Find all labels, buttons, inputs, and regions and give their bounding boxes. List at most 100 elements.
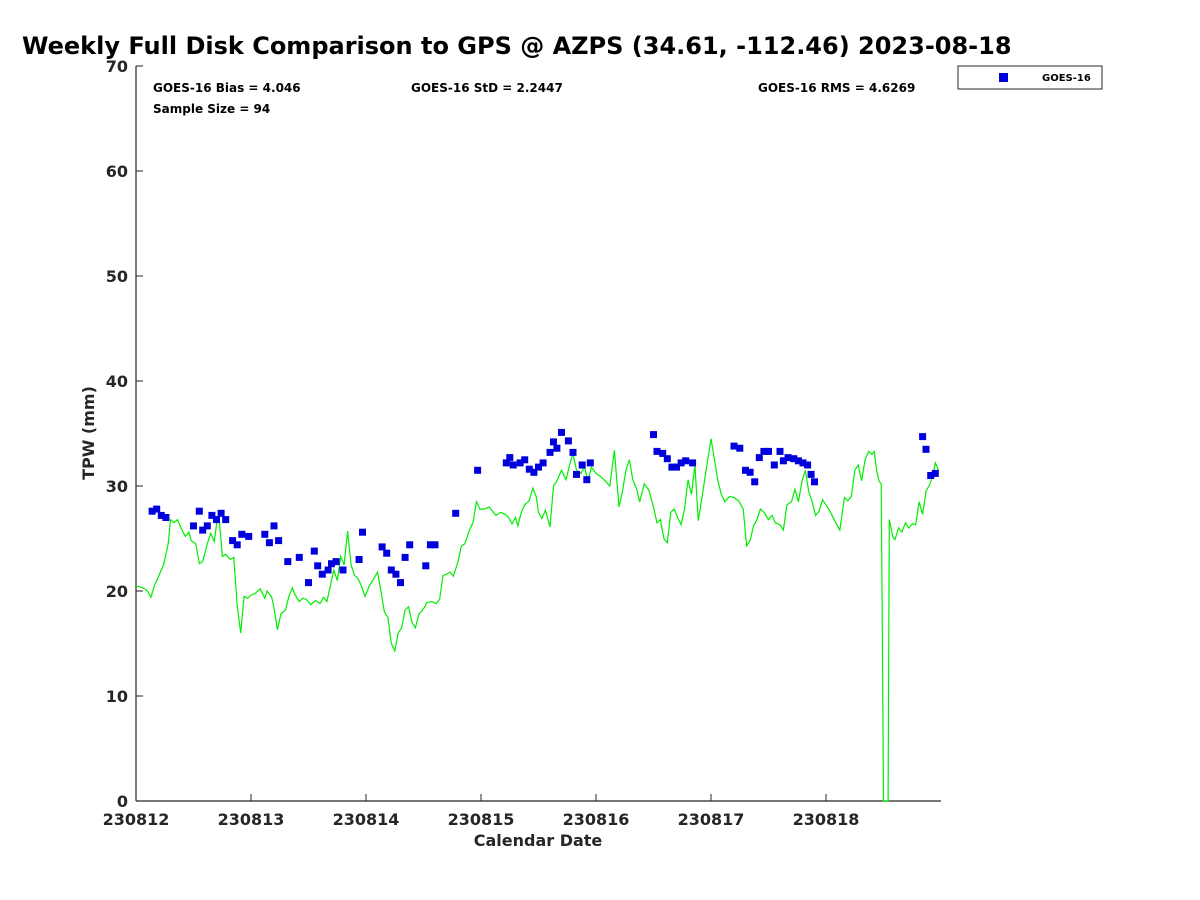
goes16-point [213, 516, 220, 524]
goes16-point [765, 447, 772, 455]
goes16-point [790, 455, 798, 463]
goes16-point [553, 444, 561, 452]
y-tick-label: 70 [106, 57, 128, 76]
goes16-point [516, 459, 524, 467]
goes16-point [558, 428, 565, 436]
x-tick-label: 230818 [793, 810, 860, 829]
goes16-point [502, 459, 510, 467]
goes16-point [530, 468, 538, 476]
y-tick-label: 20 [106, 582, 128, 601]
goes16-point [673, 463, 680, 471]
goes16-point [270, 522, 278, 530]
goes16-point [359, 528, 366, 536]
y-tick-label: 60 [106, 162, 128, 181]
goes16-point [378, 543, 386, 551]
goes16-point [190, 522, 197, 530]
goes16-point [284, 558, 292, 566]
goes16-point [339, 566, 347, 574]
goes16-point [217, 509, 225, 517]
goes16-point [162, 514, 170, 521]
goes16-point [509, 461, 517, 469]
goes16-point [760, 447, 768, 455]
goes16-point [397, 579, 404, 587]
goes16-point [650, 431, 657, 439]
goes16-point [245, 532, 253, 540]
goes16-point [546, 448, 554, 456]
plot-area [135, 66, 941, 802]
goes16-point [573, 470, 580, 478]
goes16-point [295, 553, 303, 561]
legend-entry-goes16: GOES-16 [1042, 73, 1091, 84]
goes16-point [659, 449, 667, 457]
goes16-point [392, 570, 400, 578]
y-axis-label: TPW (mm) [79, 386, 98, 480]
y-tick-label: 0 [117, 792, 128, 811]
goes16-point [804, 461, 812, 469]
goes16-point [578, 461, 586, 469]
goes16-point [569, 448, 577, 456]
goes16-point [770, 461, 778, 469]
x-tick-label: 230814 [333, 810, 400, 829]
goes16-point [751, 478, 759, 486]
goes16-point [238, 530, 246, 538]
goes16-point [199, 526, 207, 534]
y-tick-label: 40 [106, 372, 128, 391]
goes16-point [663, 455, 671, 463]
goes16-point [328, 560, 335, 568]
goes16-point [525, 465, 533, 473]
goes16-point [422, 562, 430, 570]
goes16-point [927, 472, 935, 479]
gps-line [135, 438, 940, 802]
goes16-point [426, 541, 434, 549]
x-axis-label: Calendar Date [474, 831, 603, 850]
stat-sample-size: Sample Size = 94 [153, 102, 270, 116]
goes16-point [730, 442, 738, 450]
legend: GOES-16 [957, 65, 1103, 90]
legend-marker-square-icon [999, 73, 1008, 82]
goes16-point [275, 537, 283, 545]
goes16-point [324, 566, 332, 574]
goes16-point [318, 570, 326, 578]
goes16-point [807, 470, 815, 478]
goes16-point [314, 562, 322, 570]
goes16-point [668, 463, 676, 471]
stat-rms: GOES-16 RMS = 4.6269 [758, 81, 915, 95]
goes16-point [776, 447, 784, 455]
chart-title: Weekly Full Disk Comparison to GPS @ AZP… [22, 32, 1012, 60]
goes16-point [233, 541, 241, 549]
goes16-point [564, 437, 572, 445]
goes16-point [387, 566, 395, 574]
goes16-point [452, 509, 460, 517]
goes16-point [550, 438, 557, 446]
goes16-point [535, 463, 542, 471]
y-tick-label: 50 [106, 267, 128, 286]
goes16-point [195, 507, 203, 515]
goes16-point [310, 547, 318, 555]
goes16-point [383, 549, 391, 557]
goes16-point [265, 539, 273, 547]
stat-std: GOES-16 StD = 2.2447 [411, 81, 563, 95]
goes16-point [261, 530, 269, 538]
legend-box [957, 65, 1103, 90]
goes16-point [811, 478, 818, 486]
goes16-point [799, 459, 807, 467]
x-tick-label: 230817 [678, 810, 745, 829]
goes16-scatter-series [148, 428, 939, 587]
goes16-point [148, 507, 156, 515]
goes16-point [506, 454, 514, 462]
goes16-point [539, 459, 547, 467]
goes16-point [586, 459, 594, 467]
y-tick-label: 30 [106, 477, 128, 496]
goes16-point [922, 445, 930, 453]
goes16-point [689, 459, 697, 467]
x-tick-label: 230813 [218, 810, 285, 829]
goes16-point [794, 457, 802, 465]
goes16-point [431, 541, 439, 549]
y-tick-label: 10 [106, 687, 128, 706]
goes16-point [784, 454, 792, 462]
goes16-point [677, 459, 685, 467]
goes16-point [332, 558, 340, 566]
x-tick-label: 230816 [563, 810, 630, 829]
goes16-point [153, 505, 161, 513]
